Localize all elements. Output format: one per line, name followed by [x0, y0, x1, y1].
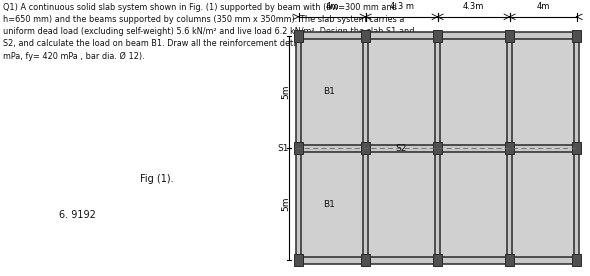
Text: B1: B1 — [323, 87, 335, 97]
Bar — [574, 32, 579, 264]
Bar — [512, 39, 574, 145]
Bar — [296, 32, 301, 264]
Bar — [440, 39, 507, 145]
Text: Q1) A continuous solid slab system shown in Fig. (1) supported by beam with (bw=: Q1) A continuous solid slab system shown… — [3, 3, 414, 61]
Bar — [296, 32, 579, 39]
Bar — [361, 142, 370, 154]
Bar — [435, 32, 440, 264]
Bar — [572, 30, 581, 42]
Bar — [572, 254, 581, 266]
Text: 5m: 5m — [281, 85, 290, 99]
Bar — [507, 32, 512, 264]
Bar — [296, 145, 579, 152]
Text: 4m: 4m — [536, 2, 550, 10]
Bar — [361, 30, 370, 42]
Bar — [505, 142, 514, 154]
Bar — [294, 142, 303, 154]
Bar — [433, 142, 442, 154]
Bar — [361, 254, 370, 266]
Text: S2: S2 — [395, 144, 407, 153]
Bar — [363, 32, 368, 264]
Text: B1: B1 — [323, 200, 335, 209]
Bar — [368, 39, 435, 145]
Text: 5m: 5m — [281, 197, 290, 211]
Bar — [505, 254, 514, 266]
Text: 4.3 m: 4.3 m — [389, 2, 414, 10]
Bar — [512, 152, 574, 257]
Bar — [505, 30, 514, 42]
Bar — [294, 30, 303, 42]
Bar — [301, 152, 363, 257]
Bar — [440, 152, 507, 257]
Bar — [294, 254, 303, 266]
Bar — [433, 254, 442, 266]
Bar — [296, 257, 579, 264]
Text: 4.3m: 4.3m — [463, 2, 484, 10]
Bar — [572, 142, 581, 154]
Text: 4m: 4m — [326, 2, 339, 10]
Bar — [368, 152, 435, 257]
Text: S1: S1 — [278, 144, 289, 153]
Text: 6. 9192: 6. 9192 — [59, 210, 96, 220]
Bar — [301, 39, 363, 145]
Text: Fig (1).: Fig (1). — [140, 174, 173, 184]
Bar — [433, 30, 442, 42]
